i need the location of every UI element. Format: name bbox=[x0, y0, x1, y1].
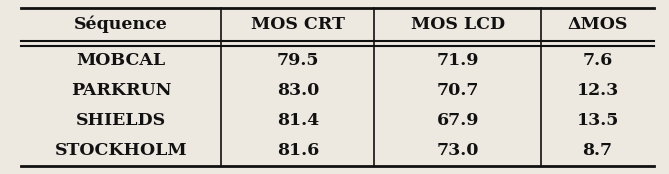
Text: PARKRUN: PARKRUN bbox=[71, 82, 171, 99]
Text: 83.0: 83.0 bbox=[277, 82, 319, 99]
Text: 73.0: 73.0 bbox=[436, 142, 479, 159]
Text: STOCKHOLM: STOCKHOLM bbox=[55, 142, 187, 159]
Text: MOS LCD: MOS LCD bbox=[411, 16, 505, 33]
Text: 67.9: 67.9 bbox=[436, 112, 479, 129]
Text: Séquence: Séquence bbox=[74, 16, 168, 33]
Text: MOBCAL: MOBCAL bbox=[77, 52, 166, 69]
Text: 12.3: 12.3 bbox=[577, 82, 619, 99]
Text: 79.5: 79.5 bbox=[276, 52, 319, 69]
Text: SHIELDS: SHIELDS bbox=[76, 112, 167, 129]
Text: 71.9: 71.9 bbox=[436, 52, 479, 69]
Text: 13.5: 13.5 bbox=[577, 112, 619, 129]
Text: 81.4: 81.4 bbox=[277, 112, 319, 129]
Text: ΔMOS: ΔMOS bbox=[567, 16, 628, 33]
Text: MOS CRT: MOS CRT bbox=[251, 16, 345, 33]
Text: 81.6: 81.6 bbox=[277, 142, 319, 159]
Text: 7.6: 7.6 bbox=[583, 52, 613, 69]
Text: 70.7: 70.7 bbox=[436, 82, 479, 99]
Text: 8.7: 8.7 bbox=[583, 142, 613, 159]
